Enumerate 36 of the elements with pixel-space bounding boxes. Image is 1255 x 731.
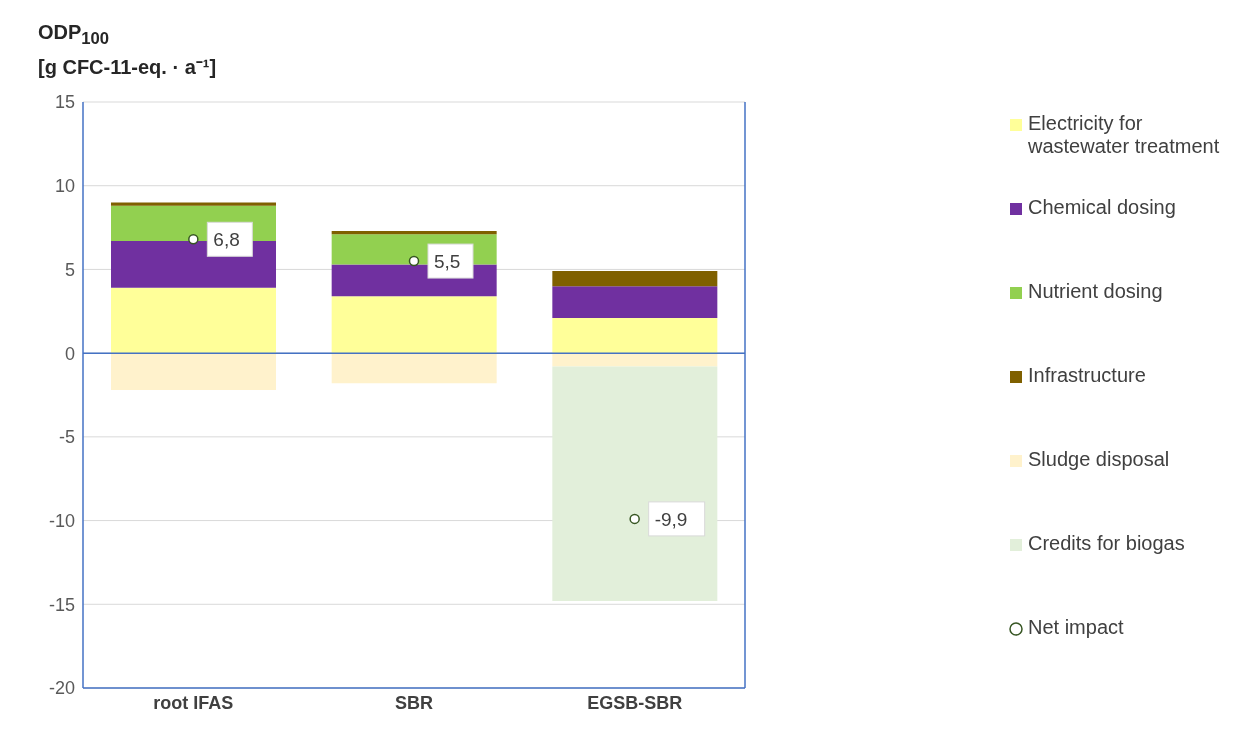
- bar: [111, 202, 276, 206]
- bar: [552, 366, 718, 601]
- x-tick-label: root IFAS: [153, 692, 234, 713]
- y-tick-label: 10: [54, 176, 75, 197]
- legend-label: Nutrient dosing: [1028, 280, 1163, 303]
- y-tick-label: -20: [48, 678, 75, 699]
- bar: [552, 353, 718, 367]
- legend-label: Chemical dosing: [1028, 196, 1176, 219]
- bar: [111, 287, 276, 354]
- bar: [552, 271, 718, 287]
- bar: [331, 296, 497, 354]
- x-tick-label: SBR: [394, 692, 434, 713]
- y-axis-title: ODP$_{100}$ [g CFC-11-eq. · a⁻¹]: [38, 20, 217, 80]
- legend-label: Credits for biogas: [1028, 532, 1185, 555]
- legend-label: Infrastructure: [1028, 364, 1146, 387]
- bar: [331, 230, 497, 235]
- data-label: 6,8: [213, 229, 240, 251]
- legend-label: Net impact: [1028, 616, 1124, 639]
- legend-label: Sludge disposal: [1028, 448, 1170, 471]
- bar: [552, 317, 718, 354]
- point: [629, 513, 640, 525]
- point: [188, 234, 199, 245]
- y-tick-label: 0: [64, 343, 75, 364]
- point: [408, 255, 420, 267]
- x-tick-label: EGSB-SBR: [587, 692, 683, 713]
- bar: [331, 353, 497, 384]
- data-label: -9,9: [654, 508, 688, 530]
- y-tick-label: 5: [64, 259, 75, 280]
- bar: [111, 353, 276, 390]
- y-tick-label: -10: [48, 510, 75, 531]
- y-tick-label: -15: [48, 594, 75, 615]
- bar: [552, 286, 718, 318]
- legend-label: Electricity for wastewater treatment: [1028, 112, 1221, 158]
- data-label: 5,5: [434, 251, 461, 273]
- y-tick-label: -5: [58, 427, 75, 448]
- y-tick-label: 15: [54, 92, 75, 113]
